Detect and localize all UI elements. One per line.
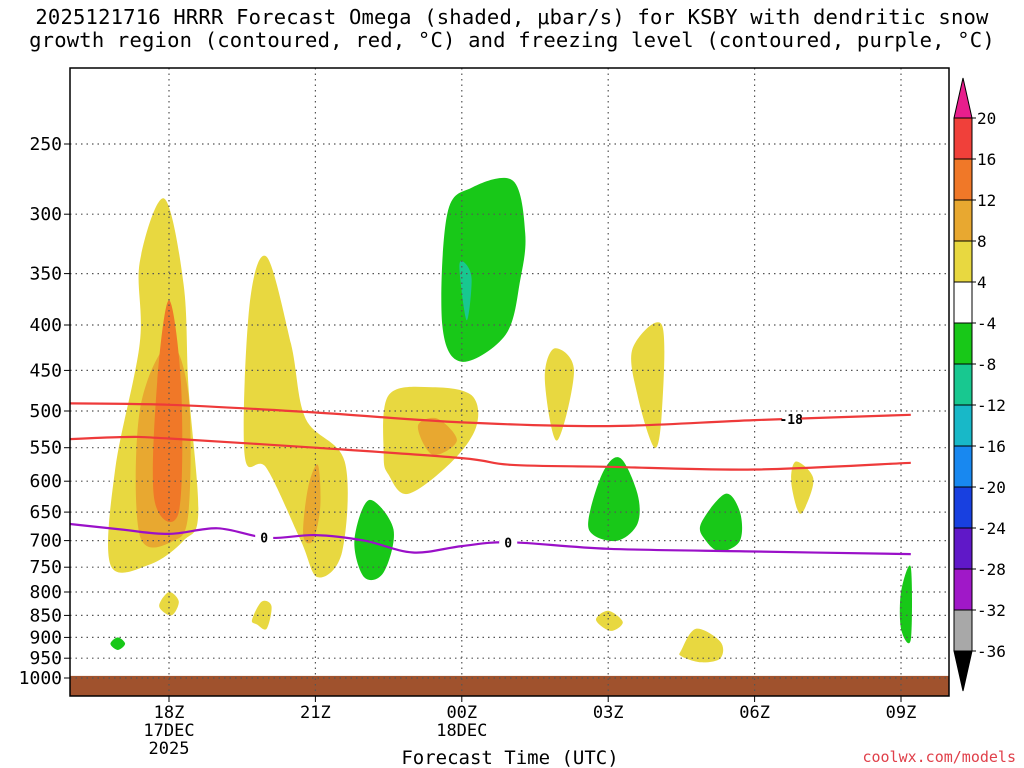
colorbar-swatch-11 <box>953 527 973 570</box>
title-line-1: 2025121716 HRRR Forecast Omega (shaded, … <box>35 5 989 29</box>
xtick-label-18Z: 2025 <box>149 739 190 759</box>
colorbar-label: -32 <box>977 601 1006 620</box>
colorbar-label: -36 <box>977 642 1006 661</box>
dgz-contour-label: -18 <box>779 413 803 428</box>
omega-region-11 <box>354 499 394 581</box>
ytick-label-650: 650 <box>29 502 62 523</box>
xtick-label-21Z: 21Z <box>300 703 331 723</box>
credit-text[interactable]: coolwx.com/models <box>862 748 1016 766</box>
colorbar-label: 16 <box>977 150 996 169</box>
xtick-label-00Z: 00Z <box>446 703 477 723</box>
colorbar-label: 12 <box>977 191 996 210</box>
pressure-axis: 2503003504004505005506006507007508008509… <box>19 134 70 689</box>
omega-shading <box>108 177 912 663</box>
gridlines <box>70 68 949 696</box>
xtick-label-09Z: 09Z <box>886 703 917 723</box>
ytick-label-400: 400 <box>29 315 62 336</box>
ytick-label-1000: 1000 <box>19 668 62 689</box>
omega-region-14 <box>791 461 814 514</box>
colorbar-label: -24 <box>977 519 1006 538</box>
colorbar-swatch-13 <box>953 609 973 652</box>
xtick-label-18Z: 17DEC <box>143 721 194 741</box>
omega-region-7 <box>441 177 526 362</box>
colorbar-swatch-12 <box>953 568 973 611</box>
omega-region-6 <box>417 417 457 456</box>
colorbar-swatch-10 <box>953 486 973 529</box>
xtick-label-06Z: 06Z <box>739 703 770 723</box>
omega-region-19 <box>679 628 724 663</box>
colorbar-label: -12 <box>977 396 1006 415</box>
ytick-label-350: 350 <box>29 264 62 285</box>
xtick-label-00Z: 18DEC <box>436 721 487 741</box>
ytick-label-750: 750 <box>29 557 62 578</box>
ytick-label-700: 700 <box>29 531 62 552</box>
colorbar-swatch-3 <box>953 199 973 242</box>
title-line-2: growth region (contoured, red, °C) and f… <box>29 28 995 52</box>
ytick-label-550: 550 <box>29 438 62 459</box>
omega-region-17 <box>251 600 272 630</box>
colorbar-top-arrow <box>953 77 973 119</box>
ytick-label-500: 500 <box>29 401 62 422</box>
omega-region-2 <box>152 300 183 523</box>
colorbar-label: -4 <box>977 314 996 333</box>
colorbar-label: -20 <box>977 478 1006 497</box>
dgz-contour-0 <box>70 402 911 428</box>
colorbar-swatch-1 <box>953 117 973 160</box>
chart-title: 2025121716 HRRR Forecast Omega (shaded, … <box>0 6 1024 52</box>
colorbar-label: -28 <box>977 560 1006 579</box>
omega-region-20 <box>110 637 126 650</box>
colorbar-label: 20 <box>977 109 996 128</box>
colorbar-swatch-7 <box>953 363 973 406</box>
x-axis-label: Forecast Time (UTC) <box>401 747 618 768</box>
omega-region-3 <box>243 255 348 578</box>
colorbar-label: -16 <box>977 437 1006 456</box>
freezing-label-bg-0-1 <box>499 535 518 550</box>
plot-frame <box>69 67 950 697</box>
ytick-label-950: 950 <box>29 648 62 669</box>
omega-region-4 <box>303 464 321 544</box>
freezing-label-bg-0-0 <box>255 530 274 545</box>
omega-region-8 <box>459 260 472 321</box>
freezing-contour-label: 0 <box>504 536 512 551</box>
xtick-label-18Z: 18Z <box>154 703 185 723</box>
omega-region-10 <box>631 322 665 448</box>
ytick-label-900: 900 <box>29 627 62 648</box>
ytick-label-300: 300 <box>29 204 62 225</box>
dgz-label-bg-0-0 <box>782 411 801 426</box>
colorbar-bottom-arrow <box>953 650 973 692</box>
omega-region-13 <box>699 493 743 552</box>
contour-lines: -18 0 0 <box>70 402 911 556</box>
ytick-label-600: 600 <box>29 471 62 492</box>
freezing-contour-0 <box>70 522 911 556</box>
terrain-ground <box>70 675 949 696</box>
colorbar-label: 8 <box>977 232 987 251</box>
ytick-label-450: 450 <box>29 360 62 381</box>
omega-region-9 <box>544 348 575 441</box>
omega-region-18 <box>595 610 623 631</box>
dgz-contour-1 <box>70 435 911 471</box>
colorbar-swatch-5 <box>953 281 973 324</box>
ytick-label-800: 800 <box>29 582 62 603</box>
ytick-label-250: 250 <box>29 134 62 155</box>
colorbar-label: -8 <box>977 355 996 374</box>
omega-region-15 <box>899 565 912 644</box>
colorbar-legend: 20 16 12 8 4 -4 -8 -12 -16 -20 -24 -28 -32 -36 <box>953 77 1006 692</box>
terrain-fill <box>70 675 949 696</box>
colorbar-swatch-8 <box>953 404 973 447</box>
colorbar-label: 4 <box>977 273 987 292</box>
colorbar-swatch-2 <box>953 158 973 201</box>
colorbar-swatch-6 <box>953 322 973 365</box>
freezing-contour-label: 0 <box>260 531 268 546</box>
omega-region-16 <box>159 591 179 616</box>
ytick-label-850: 850 <box>29 605 62 626</box>
xtick-label-03Z: 03Z <box>593 703 624 723</box>
colorbar-swatch-4 <box>953 240 973 283</box>
omega-region-12 <box>588 457 640 542</box>
colorbar-swatch-9 <box>953 445 973 488</box>
